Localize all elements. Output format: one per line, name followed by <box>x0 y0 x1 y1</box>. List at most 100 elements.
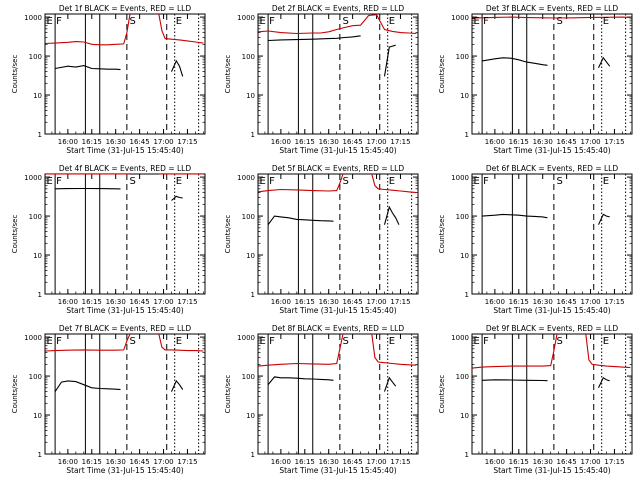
y-tick-label: 1000 <box>24 334 42 342</box>
x-tick-label: 16:30 <box>106 298 126 306</box>
x-tick-label: 16:15 <box>82 298 102 306</box>
panel-title: Det 4f BLACK = Events, RED = LLD <box>59 164 192 173</box>
event-marker-label: F <box>269 336 275 347</box>
event-marker-label: S <box>556 176 562 187</box>
x-tick-label: 16:15 <box>509 138 529 146</box>
y-tick-label: 100 <box>456 53 469 61</box>
y-tick-label: 1 <box>465 291 469 299</box>
y-tick-label: 1000 <box>237 174 255 182</box>
panel-title: Det 6f BLACK = Events, RED = LLD <box>486 164 619 173</box>
chart-panel-4: Det 4f BLACK = Events, RED = LLD 1 10 100 10… <box>11 164 206 315</box>
panel-title: Det 5f BLACK = Events, RED = LLD <box>272 164 405 173</box>
y-tick-label: 1000 <box>451 14 469 22</box>
x-tick-label: 16:15 <box>82 458 102 466</box>
panel-title: Det 8f BLACK = Events, RED = LLD <box>272 324 405 333</box>
event-marker-label: E <box>260 176 266 187</box>
events-series-line <box>383 205 400 225</box>
plot-area <box>45 14 204 134</box>
y-axis-label: Counts/sec <box>224 375 232 414</box>
y-tick-label: 1 <box>38 131 42 139</box>
event-marker-label: E <box>474 336 480 347</box>
events-series-line <box>268 35 361 42</box>
x-axis-label: Start Time (31-Jul-15 15:45:40) <box>66 306 183 315</box>
x-tick-label: 16:45 <box>130 138 150 146</box>
y-axis-label: Counts/sec <box>11 215 19 254</box>
lld-series-line <box>585 334 631 369</box>
events-series-line <box>55 65 121 71</box>
y-axis-label: Counts/sec <box>438 375 446 414</box>
y-tick-label: 1 <box>38 451 42 459</box>
y-tick-label: 100 <box>242 373 255 381</box>
x-tick-label: 16:30 <box>533 458 553 466</box>
chart-panel-9: Det 9f BLACK = Events, RED = LLD 1 10 100 10… <box>438 324 633 475</box>
x-tick-label: 16:00 <box>485 138 505 146</box>
y-tick-label: 10 <box>460 92 469 100</box>
x-tick-label: 17:00 <box>153 458 173 466</box>
chart-panel-7: Det 7f BLACK = Events, RED = LLD 1 10 100 10… <box>11 324 206 475</box>
chart-panel-1: Det 1f BLACK = Events, RED = LLD 1 10 100 10… <box>11 4 206 155</box>
lld-series-line <box>158 334 204 352</box>
x-tick-label: 16:15 <box>295 298 315 306</box>
event-marker-label: F <box>56 336 62 347</box>
plot-frame <box>471 333 633 455</box>
x-tick-label: 16:45 <box>130 458 150 466</box>
event-marker-label: F <box>56 16 62 27</box>
x-tick-label: 16:00 <box>485 458 505 466</box>
x-tick-label: 17:00 <box>153 138 173 146</box>
x-tick-label: 16:00 <box>58 138 78 146</box>
y-axis-label: Counts/sec <box>224 55 232 94</box>
event-marker-label: F <box>269 176 275 187</box>
event-marker-label: F <box>269 16 275 27</box>
y-tick-label: 1 <box>251 131 255 139</box>
event-marker-label: E <box>603 16 609 27</box>
panel-title: Det 1f BLACK = Events, RED = LLD <box>59 4 192 13</box>
x-tick-label: 16:45 <box>343 138 363 146</box>
plot-frame <box>44 173 206 295</box>
plot-area <box>45 174 204 294</box>
plot-frame <box>257 333 419 455</box>
events-series-line <box>171 195 183 201</box>
events-series-line <box>170 379 184 392</box>
plot-area <box>472 14 631 134</box>
lld-series-line <box>258 174 344 193</box>
x-tick-label: 16:30 <box>319 458 339 466</box>
x-tick-label: 17:15 <box>177 298 197 306</box>
y-axis-label: Counts/sec <box>438 215 446 254</box>
x-axis-label: Start Time (31-Jul-15 15:45:40) <box>493 306 610 315</box>
plot-area <box>481 174 627 294</box>
y-tick-label: 1000 <box>237 334 255 342</box>
y-axis-label: Counts/sec <box>11 55 19 94</box>
y-tick-label: 1 <box>251 291 255 299</box>
y-tick-label: 1000 <box>24 174 42 182</box>
chart-panel-6: Det 6f BLACK = Events, RED = LLD 1 10 100 10… <box>438 164 633 315</box>
lld-series-line <box>371 174 417 194</box>
lld-series-line <box>45 334 131 352</box>
plot-area <box>45 334 204 454</box>
lld-series-line <box>158 14 204 44</box>
x-tick-label: 16:30 <box>319 298 339 306</box>
events-series-line <box>383 376 397 392</box>
event-marker-label: E <box>603 176 609 187</box>
event-marker-label: E <box>176 336 182 347</box>
events-series-line <box>170 59 184 77</box>
event-marker-label: S <box>129 16 135 27</box>
x-tick-label: 16:15 <box>509 298 529 306</box>
x-tick-label: 16:00 <box>271 138 291 146</box>
event-marker-label: E <box>389 16 395 27</box>
x-tick-label: 16:15 <box>82 138 102 146</box>
events-series-line <box>598 213 610 225</box>
event-marker-label: E <box>474 176 480 187</box>
event-marker-label: S <box>342 336 348 347</box>
y-tick-label: 10 <box>33 92 42 100</box>
event-marker-label: E <box>176 16 182 27</box>
x-tick-label: 16:30 <box>106 458 126 466</box>
plot-frame <box>257 13 419 135</box>
y-tick-label: 100 <box>456 213 469 221</box>
events-series-line <box>54 380 121 392</box>
x-axis-label: Start Time (31-Jul-15 15:45:40) <box>493 466 610 475</box>
event-marker-label: S <box>129 336 135 347</box>
lld-series-line <box>45 14 131 46</box>
y-tick-label: 10 <box>460 252 469 260</box>
panel-title: Det 3f BLACK = Events, RED = LLD <box>486 4 619 13</box>
y-tick-label: 100 <box>242 213 255 221</box>
